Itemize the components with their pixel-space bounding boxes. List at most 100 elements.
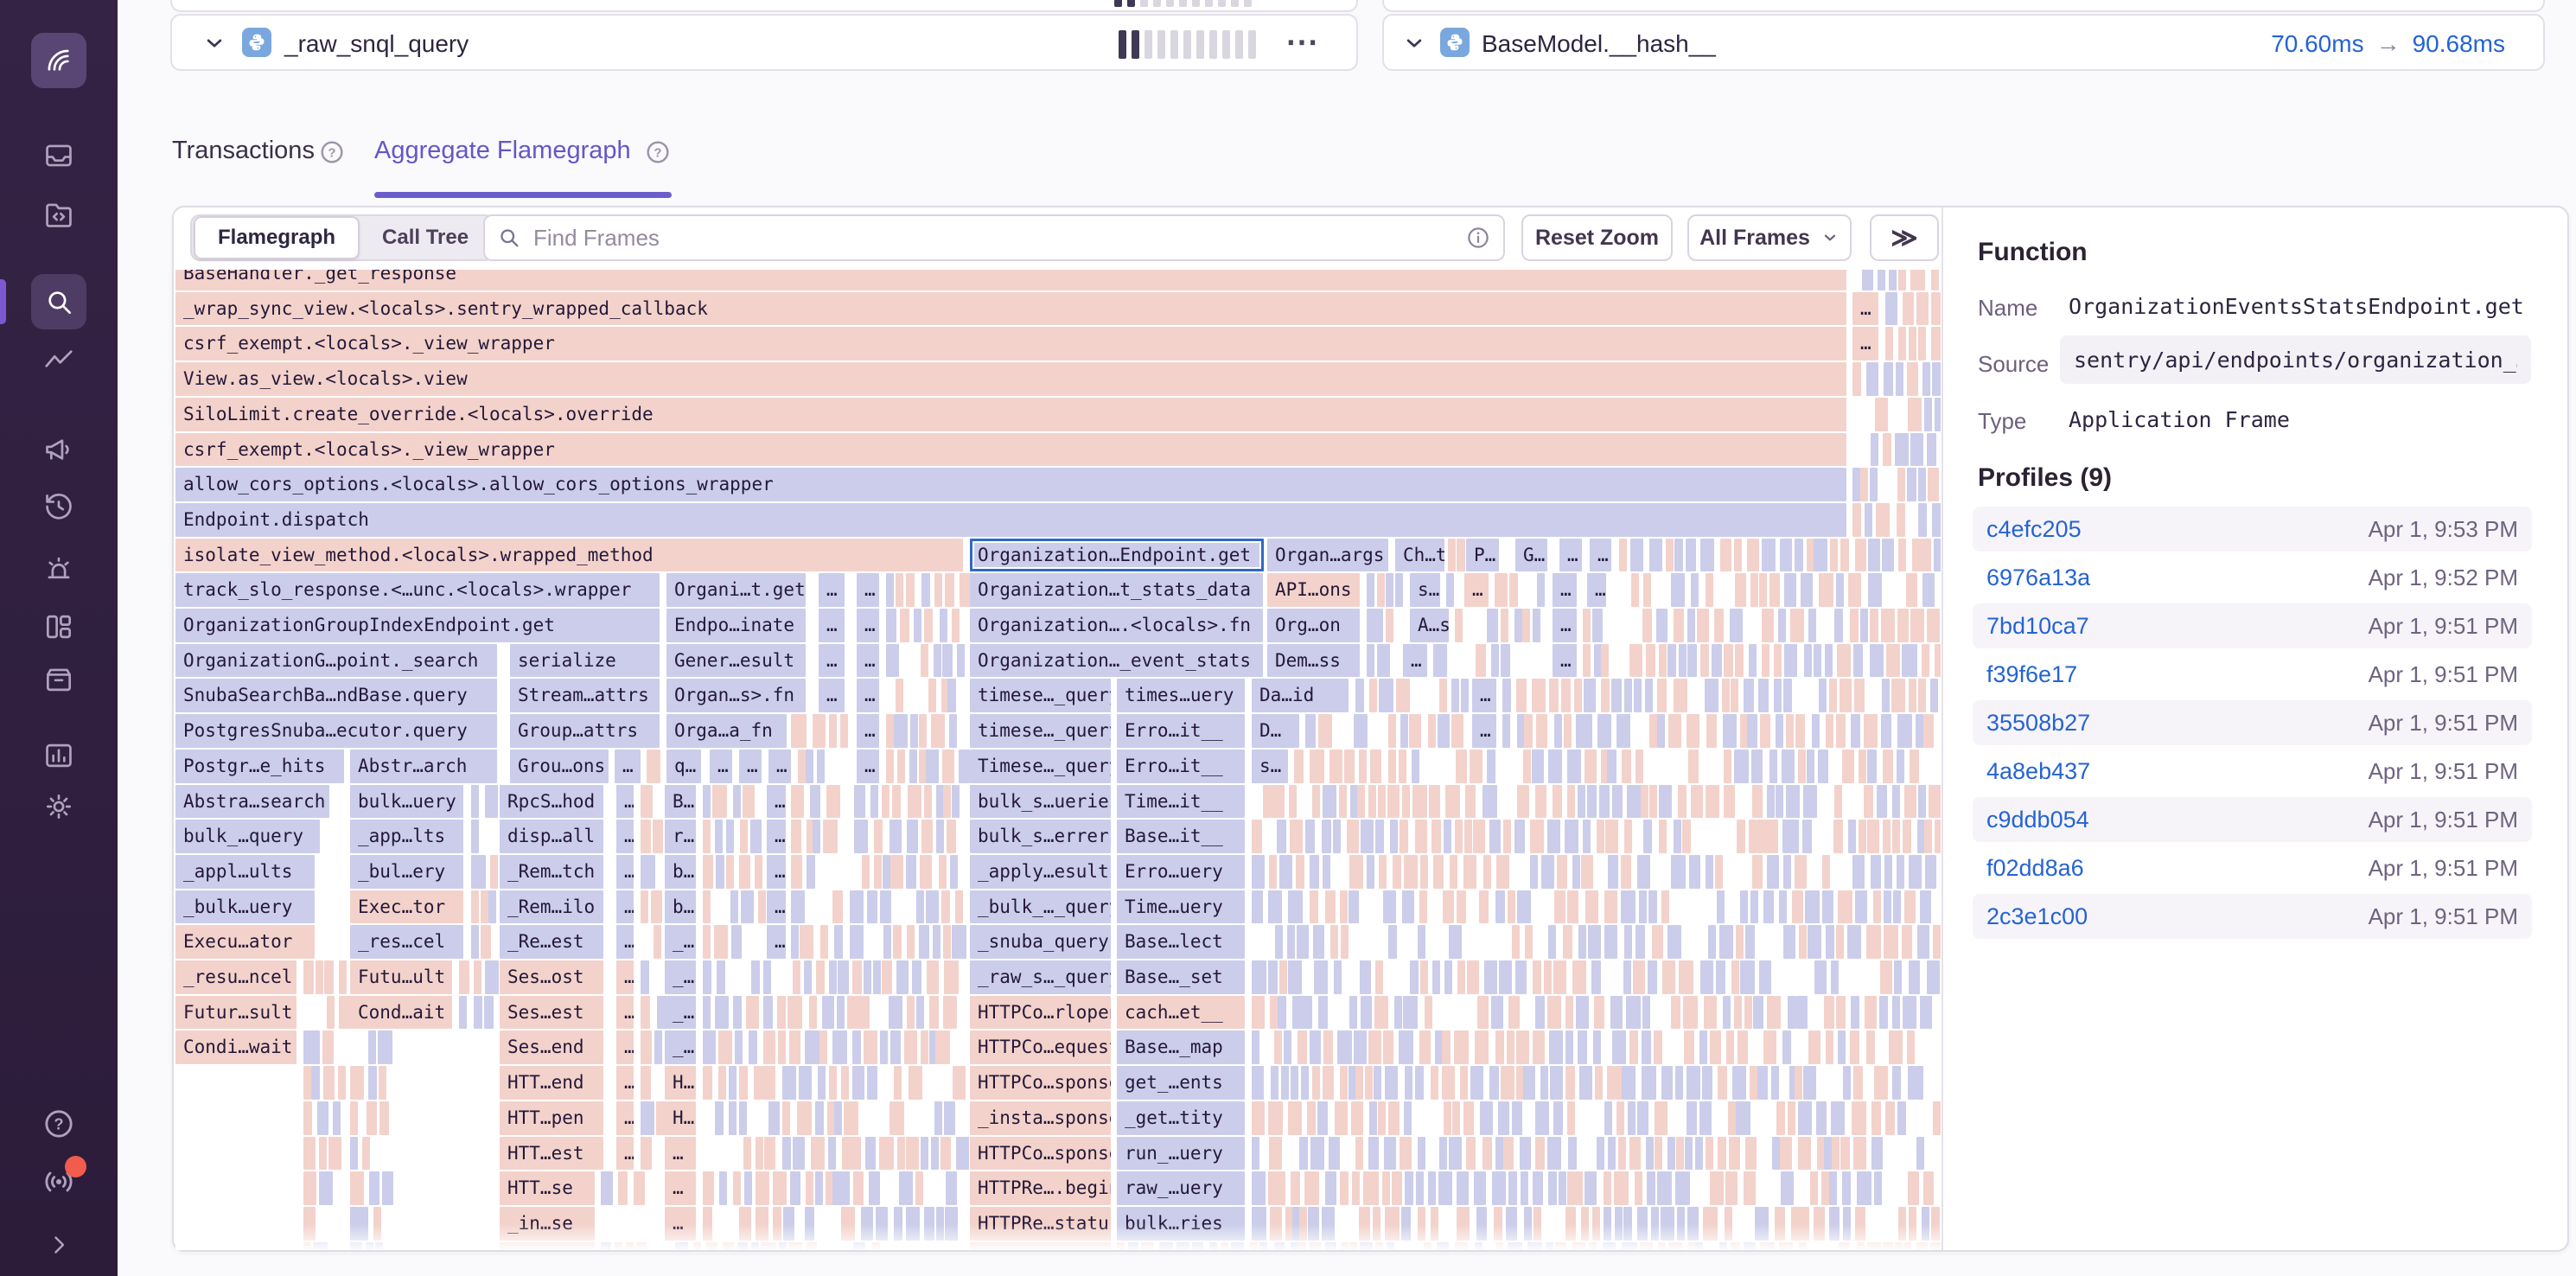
flame-frame-sliver[interactable] [800, 925, 813, 960]
flame-frame-sliver[interactable] [1623, 679, 1632, 713]
flame-frame-sliver[interactable] [1366, 854, 1374, 889]
flame-frame-sliver[interactable] [928, 1030, 937, 1065]
flame-frame-sliver[interactable] [1852, 854, 1865, 889]
flame-frame-sliver[interactable] [1909, 327, 1917, 361]
flame-frame-sliver[interactable] [1534, 1101, 1550, 1135]
flame-frame-sliver[interactable] [715, 854, 724, 889]
flame-frame-sliver[interactable] [1709, 1030, 1721, 1065]
profile-row[interactable]: c4efc205 Apr 1, 9:53 PM [1973, 507, 2532, 552]
flame-frame-sliver[interactable] [1448, 925, 1463, 960]
flame-frame-sliver[interactable] [1821, 854, 1830, 889]
flame-frame[interactable]: times…uery [1117, 679, 1245, 713]
flame-frame-sliver[interactable] [378, 1066, 386, 1100]
flame-frame-sliver[interactable] [641, 1101, 654, 1135]
flame-frame-sliver[interactable] [1608, 854, 1618, 889]
flame-frame-sliver[interactable] [1546, 1241, 1554, 1250]
flame-frame-sliver[interactable] [1497, 1101, 1510, 1135]
flame-frame-sliver[interactable] [1648, 960, 1657, 994]
flame-frame-sliver[interactable] [1268, 890, 1282, 924]
flame-frame-sliver[interactable] [1723, 714, 1738, 748]
flame-frame-sliver[interactable] [1821, 890, 1833, 924]
flame-frame-sliver[interactable] [1932, 925, 1941, 960]
flame-frame-sliver[interactable] [1605, 820, 1619, 853]
flame-frame-sliver[interactable] [1460, 679, 1469, 713]
flame-frame-sliver[interactable] [1384, 1066, 1399, 1100]
flame-frame-sliver[interactable] [908, 1066, 922, 1100]
flame-frame-sliver[interactable] [1505, 1206, 1518, 1241]
flame-frame-sliver[interactable] [703, 995, 711, 1030]
flame-frame-sliver[interactable] [718, 1066, 727, 1100]
flame-frame-sliver[interactable] [480, 890, 488, 924]
flame-frame-sliver[interactable] [650, 890, 662, 924]
flame-frame-sliver[interactable] [1456, 749, 1467, 783]
flame-frame-sliver[interactable] [1566, 784, 1575, 819]
flame-frame-sliver[interactable] [852, 960, 862, 994]
flame-frame-sliver[interactable] [322, 1030, 335, 1065]
flame-frame-sliver[interactable] [1705, 573, 1713, 608]
flame-frame-sliver[interactable] [1703, 995, 1718, 1030]
profile-id-link[interactable]: 7bd10ca7 [1986, 612, 2089, 639]
flame-frame-sliver[interactable] [1683, 995, 1698, 1030]
flame-frame-sliver[interactable] [369, 1171, 379, 1205]
flame-frame-sliver[interactable] [1884, 362, 1893, 396]
flame-frame-sliver[interactable] [1396, 679, 1410, 713]
flame-frame-sliver[interactable] [726, 854, 735, 889]
flame-frame-sliver[interactable] [893, 1066, 902, 1100]
flame-frame-sliver[interactable] [1337, 1030, 1352, 1065]
flame-frame-sliver[interactable] [1687, 1206, 1699, 1241]
flame-frame-sliver[interactable] [1783, 854, 1792, 889]
flame-frame[interactable]: RpcS…hod [500, 784, 603, 819]
flame-frame-sliver[interactable] [1418, 925, 1426, 960]
flame-frame-sliver[interactable] [1758, 573, 1767, 608]
flame-frame-sliver[interactable] [1141, 1241, 1154, 1250]
flame-frame-sliver[interactable] [1588, 925, 1601, 960]
flame-frame-sliver[interactable] [1829, 679, 1838, 713]
flame-frame-sliver[interactable] [1642, 1066, 1656, 1100]
flame-frame-sliver[interactable] [1746, 714, 1757, 748]
flame-frame[interactable]: Organ…args [1267, 538, 1388, 572]
flame-frame-sliver[interactable] [1864, 502, 1872, 537]
flame-frame-sliver[interactable] [1703, 1206, 1718, 1241]
flame-frame-sliver[interactable] [1269, 1206, 1283, 1241]
flame-frame-sliver[interactable] [338, 995, 351, 1030]
flame-frame-sliver[interactable] [942, 643, 953, 678]
flame-frame-sliver[interactable] [1599, 784, 1610, 819]
flame-frame-sliver[interactable] [641, 820, 651, 853]
flame-frame-sliver[interactable] [1564, 714, 1572, 748]
function-accordion-basemodel-hash[interactable]: BaseModel.__hash__ 70.60ms → 90.68ms [1382, 14, 2545, 71]
flame-frame-sliver[interactable] [1853, 643, 1863, 678]
flame-frame-sliver[interactable] [1546, 1136, 1555, 1171]
flame-frame-sliver[interactable] [1474, 1030, 1489, 1065]
flame-frame[interactable]: SiloLimit.create_override.<locals>.overr… [175, 397, 1846, 431]
flame-frame[interactable]: Cond…ait [350, 995, 452, 1030]
flame-frame-sliver[interactable] [1463, 1101, 1475, 1135]
flame-frame-sliver[interactable] [1389, 820, 1398, 853]
flame-frame-sliver[interactable] [1617, 1136, 1626, 1171]
flame-frame-sliver[interactable] [601, 1241, 612, 1250]
flame-frame-sliver[interactable] [840, 1206, 856, 1241]
flame-frame-sliver[interactable] [1871, 1136, 1883, 1171]
flame-frame-sliver[interactable] [1883, 925, 1898, 960]
flame-frame-sliver[interactable] [1774, 1206, 1785, 1241]
flame-frame-sliver[interactable] [1289, 820, 1303, 853]
flame-frame[interactable]: … [1472, 679, 1496, 713]
flame-frame-sliver[interactable] [1896, 502, 1905, 537]
flame-frame-sliver[interactable] [1837, 890, 1846, 924]
flame-frame-sliver[interactable] [1584, 749, 1597, 783]
flame-frame[interactable]: timese…_query [970, 679, 1111, 713]
flame-frame-sliver[interactable] [1854, 1206, 1865, 1241]
flame-frame-sliver[interactable] [923, 784, 933, 819]
sidebar-item-issues[interactable] [0, 128, 118, 183]
flame-frame-sliver[interactable] [1916, 820, 1925, 853]
flame-frame-sliver[interactable] [949, 854, 958, 889]
flame-frame-sliver[interactable] [1581, 714, 1593, 748]
flame-frame-sliver[interactable] [1730, 1241, 1741, 1250]
flame-frame-sliver[interactable] [1642, 820, 1652, 853]
flame-frame-sliver[interactable] [1369, 679, 1378, 713]
flame-frame-sliver[interactable] [1926, 432, 1936, 467]
flame-frame-sliver[interactable] [1310, 854, 1319, 889]
flame-frame-sliver[interactable] [799, 1066, 812, 1100]
flame-frame-sliver[interactable] [853, 820, 869, 853]
flame-frame-sliver[interactable] [1385, 609, 1393, 642]
flame-frame-sliver[interactable] [1452, 1101, 1461, 1135]
